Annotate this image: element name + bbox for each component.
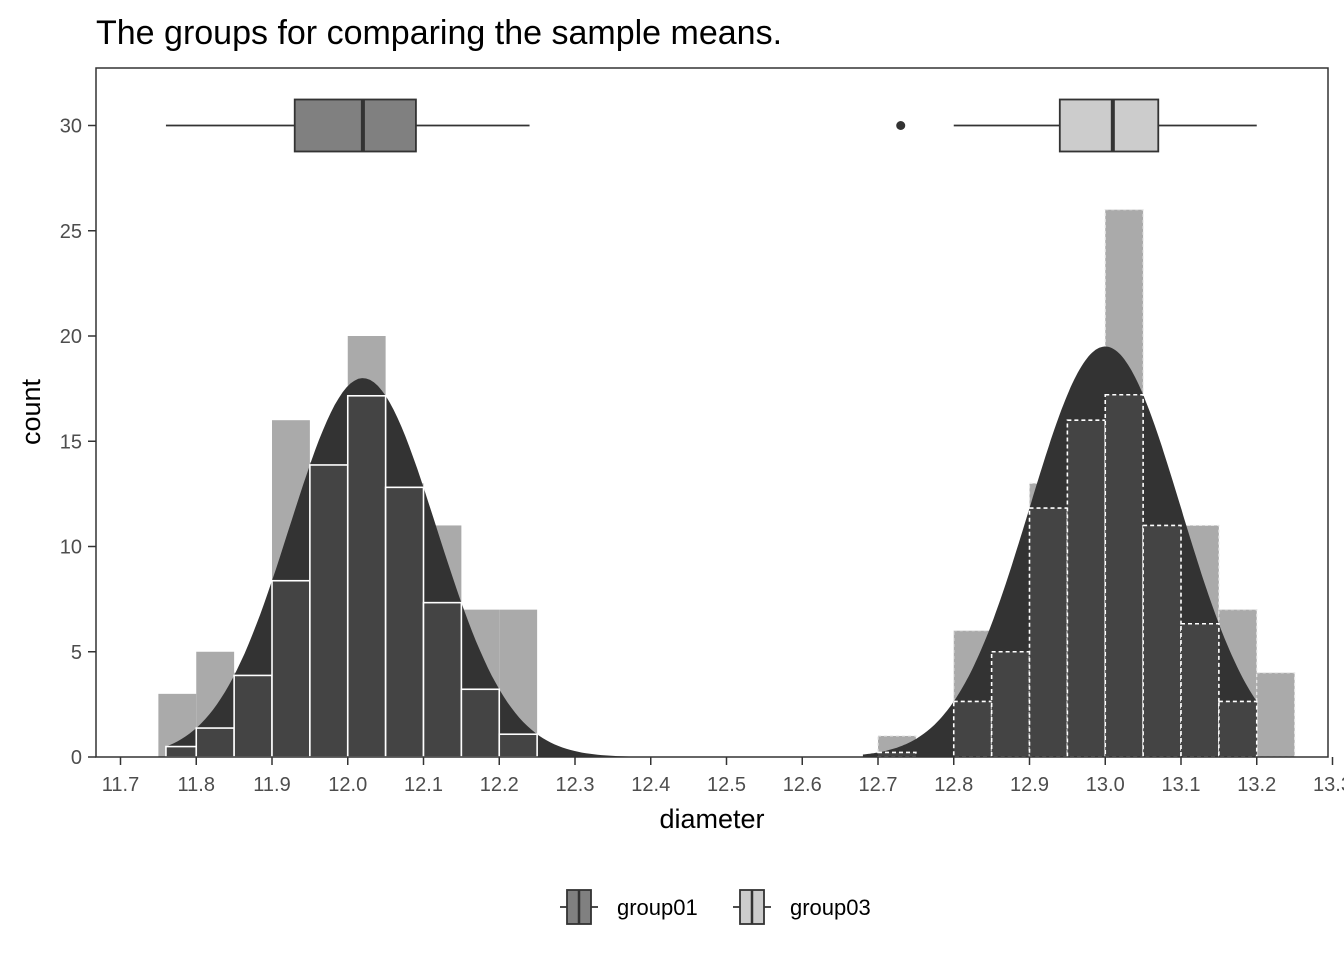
histogram-bar-front-group01 xyxy=(165,745,198,758)
boxplot-box-group03 xyxy=(1058,98,1160,153)
boxplot-outlier-group03 xyxy=(896,121,906,130)
histogram-bar-front-group01 xyxy=(498,733,538,758)
x-tick-label: 12.5 xyxy=(707,774,746,796)
histogram-bar-front-group01 xyxy=(422,601,463,758)
x-tick-label: 12.2 xyxy=(480,774,519,796)
x-tick-label: 13.2 xyxy=(1237,774,1276,796)
histogram-bar-front-group03 xyxy=(1180,622,1220,758)
x-tick-label: 12.1 xyxy=(404,774,443,796)
x-tick-label: 12.9 xyxy=(1010,774,1049,796)
plot-area xyxy=(158,98,1296,758)
legend-label-group01: group01 xyxy=(617,895,698,920)
x-tick-label: 12.6 xyxy=(783,774,822,796)
x-tick-label: 12.3 xyxy=(556,774,595,796)
y-axis-title: count xyxy=(16,378,46,445)
plot-panel-border xyxy=(95,67,1329,758)
x-tick-label: 12.4 xyxy=(631,774,670,796)
histogram-bar-front-group01 xyxy=(195,727,235,758)
y-tick-label: 10 xyxy=(60,537,82,559)
histogram-bar-front-group03 xyxy=(1218,700,1258,758)
x-tick-label: 13.1 xyxy=(1162,774,1201,796)
y-tick-label: 30 xyxy=(60,116,82,138)
histogram-bar-group03 xyxy=(1256,672,1296,758)
x-tick-label: 12.7 xyxy=(859,774,898,796)
histogram-bar-front-group03 xyxy=(877,751,917,758)
histogram-bar-front-group01 xyxy=(271,579,311,758)
histogram-bar-front-group01 xyxy=(384,486,425,758)
legend: group01 group03 xyxy=(560,889,871,925)
histogram-bar-front-group03 xyxy=(1142,524,1182,758)
x-tick-label: 11.9 xyxy=(253,774,290,796)
chart-title: The groups for comparing the sample mean… xyxy=(96,14,782,52)
axes: 11.7 11.8 11.9 12.0 12.1 12.2 12.3 12.4 12.5 12.6… xyxy=(60,116,1344,797)
histogram-bar-front-group01 xyxy=(460,688,501,758)
x-tick-label: 12.0 xyxy=(328,774,367,796)
histogram-bar-front-group03 xyxy=(952,700,993,758)
histogram-bar-front-group03 xyxy=(1104,393,1144,758)
histogram-bar-front-group01 xyxy=(233,674,273,758)
y-tick-label: 15 xyxy=(60,431,82,453)
x-tick-label: 13.0 xyxy=(1086,774,1125,796)
x-tick-label: 11.8 xyxy=(178,774,215,796)
boxplot-box-group01 xyxy=(293,98,417,153)
x-tick-label: 11.7 xyxy=(102,774,139,796)
y-tick-label: 25 xyxy=(60,221,82,243)
y-tick-label: 5 xyxy=(71,642,82,664)
histogram-bar-front-group03 xyxy=(990,650,1031,758)
histogram-bar-front-group03 xyxy=(1028,507,1069,758)
histogram-bar-front-group01 xyxy=(309,464,349,758)
histogram-bar-front-group03 xyxy=(1066,419,1107,758)
y-tick-label: 20 xyxy=(60,326,82,348)
x-axis-title: diameter xyxy=(659,804,764,834)
x-tick-label: 12.8 xyxy=(934,774,973,796)
legend-label-group03: group03 xyxy=(790,895,871,920)
y-tick-label: 0 xyxy=(71,747,82,769)
histogram-bar-front-group01 xyxy=(346,394,387,758)
x-tick-label: 13.3 xyxy=(1313,774,1344,796)
